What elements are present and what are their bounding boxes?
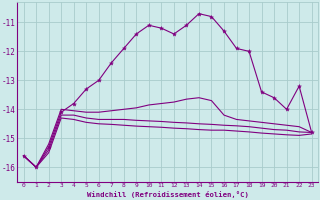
X-axis label: Windchill (Refroidissement éolien,°C): Windchill (Refroidissement éolien,°C) [87,191,249,198]
